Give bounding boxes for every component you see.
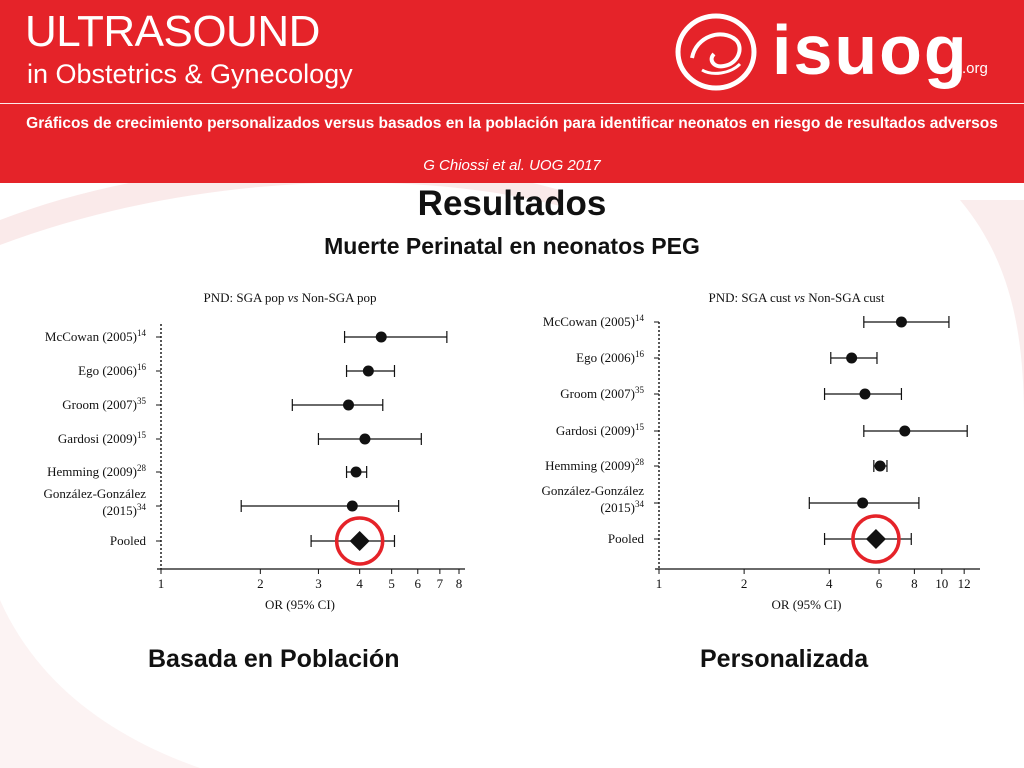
point-estimate	[846, 352, 858, 364]
chart-title: PND: SGA cust vs Non-SGA cust	[709, 290, 885, 305]
point-estimate	[359, 433, 371, 445]
pooled-label: Pooled	[110, 533, 147, 548]
x-axis-label: OR (95% CI)	[771, 597, 841, 612]
caption-population: Basada en Población	[148, 645, 400, 673]
point-estimate	[342, 399, 354, 411]
isuog-emblem-icon	[675, 13, 757, 91]
study-label: Gardosi (2009)15	[556, 422, 645, 438]
pooled-highlight-circle	[851, 514, 901, 564]
header-banner: ULTRASOUND in Obstetrics & Gynecology is…	[0, 0, 1024, 183]
point-estimate	[350, 466, 362, 478]
x-tick-label: 3	[315, 576, 322, 591]
x-tick-label: 10	[935, 576, 948, 591]
study-label: Groom (2007)35	[62, 396, 146, 412]
point-estimate	[859, 388, 871, 400]
chart-title: PND: SGA pop vs Non-SGA pop	[203, 290, 376, 305]
study-label: McCowan (2005)14	[45, 328, 147, 344]
point-estimate	[346, 500, 358, 512]
point-estimate	[362, 365, 374, 377]
forest-plot-population: PND: SGA pop vs Non-SGA pop 1 2 3 4 5 6 7 8 OR (9…	[44, 290, 465, 612]
page-title: Resultados	[417, 184, 607, 223]
x-tick-label: 8	[456, 576, 463, 591]
point-estimate	[895, 316, 907, 328]
x-axis-label: OR (95% CI)	[265, 597, 335, 612]
study-label: Ego (2006)16	[576, 349, 644, 365]
study-label: Groom (2007)35	[560, 385, 644, 401]
study-label: González-González	[542, 483, 645, 498]
study-label: González-González	[44, 486, 147, 501]
pooled-estimate-diamond	[349, 531, 370, 551]
header-divider	[0, 103, 1024, 104]
x-tick-label: 1	[656, 576, 663, 591]
x-tick-label: 4	[356, 576, 363, 591]
study-label: (2015)34	[600, 499, 644, 515]
isuog-tld: .org	[962, 60, 988, 77]
x-tick-label: 2	[257, 576, 264, 591]
x-tick-label: 2	[741, 576, 748, 591]
x-tick-label: 6	[415, 576, 422, 591]
caption-customised: Personalizada	[700, 645, 869, 673]
study-title: Gráficos de crecimiento personalizados v…	[26, 115, 998, 132]
journal-logo-title: ULTRASOUND	[25, 7, 320, 56]
point-estimate	[857, 497, 869, 509]
pooled-estimate-diamond	[865, 529, 886, 549]
section-subtitle: Muerte Perinatal en neonatos PEG	[324, 233, 700, 259]
point-estimate	[375, 331, 387, 343]
pooled-label: Pooled	[608, 531, 645, 546]
study-label: Gardosi (2009)15	[58, 430, 147, 446]
study-label: McCowan (2005)14	[543, 313, 645, 329]
study-citation: G Chiossi et al. UOG 2017	[423, 157, 601, 174]
journal-logo-subtitle: in Obstetrics & Gynecology	[27, 59, 353, 89]
study-label: Hemming (2009)28	[47, 463, 146, 479]
x-tick-label: 4	[826, 576, 833, 591]
study-label: Hemming (2009)28	[545, 457, 644, 473]
x-tick-label: 6	[876, 576, 883, 591]
isuog-logo: isuog .org	[672, 6, 1002, 96]
x-tick-label: 8	[911, 576, 918, 591]
study-label: Ego (2006)16	[78, 362, 146, 378]
study-label: (2015)34	[102, 502, 146, 518]
x-tick-label: 7	[437, 576, 444, 591]
x-tick-label: 1	[158, 576, 165, 591]
point-estimate	[899, 425, 911, 437]
pooled-highlight-circle	[334, 516, 385, 566]
x-tick-label: 12	[958, 576, 971, 591]
x-tick-label: 5	[388, 576, 395, 591]
isuog-wordmark: isuog	[772, 11, 969, 89]
point-estimate	[874, 460, 886, 472]
